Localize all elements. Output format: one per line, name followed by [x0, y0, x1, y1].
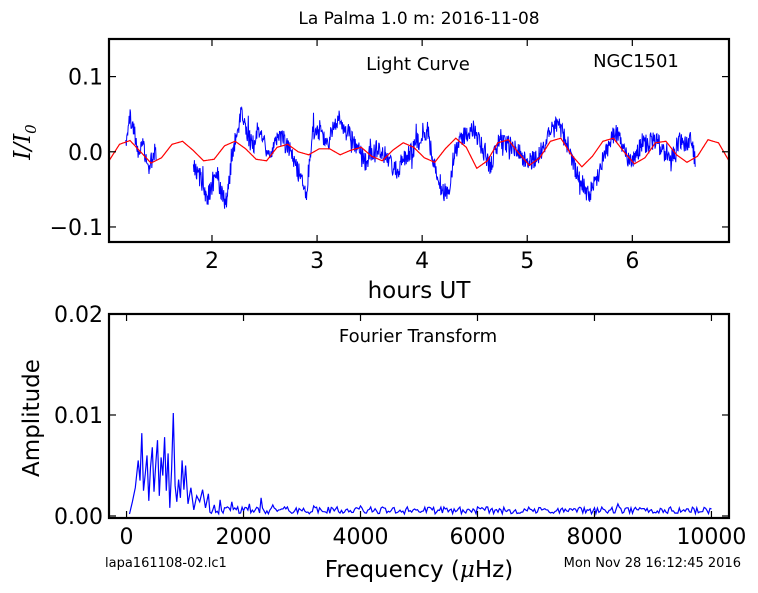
xlabel-post: Hz) — [475, 557, 513, 583]
light-curve-data — [109, 105, 729, 209]
light-curve-frame — [107, 37, 731, 244]
fourier-transform-ylabel: Amplitude — [19, 359, 45, 477]
ylabel-subscript: 0 — [22, 124, 40, 134]
light-curve-ytick-label: 0.1 — [68, 66, 103, 91]
fourier-transform-xtick-label: 2000 — [216, 525, 272, 550]
fourier-transform-xtick-label: 6000 — [449, 525, 505, 550]
fourier-transform-ytick-label: 0.00 — [54, 505, 103, 530]
light-curve-panel: 2 3 4 5 6 −0.1 0.0 0.1 Light Curve NGC1501 hour… — [10, 37, 731, 304]
light-curve-xtick-label: 4 — [415, 249, 429, 274]
light-curve-series — [125, 109, 157, 175]
xlabel-pre: Frequency ( — [325, 557, 460, 583]
fourier-transform-xtick-label: 0 — [120, 525, 134, 550]
model-fit-series — [109, 137, 729, 170]
fourier-transform-xtick-label: 10000 — [676, 525, 746, 550]
light-curve-xtick-label: 2 — [205, 249, 219, 274]
fourier-transform-panel: 0 2000 4000 6000 8000 10000 0.00 0.01 0.02 Fouri… — [19, 303, 746, 583]
light-curve-xlabel: hours UT — [368, 278, 472, 304]
ylabel-main: I/I — [10, 133, 36, 161]
fourier-transform-xtick-label: 4000 — [333, 525, 389, 550]
light-curve-ylabel: I/I0 — [10, 124, 40, 161]
light-curve-label: Light Curve — [366, 54, 470, 75]
fourier-transform-ticks: 0 2000 4000 6000 8000 10000 0.00 0.01 0.02 — [54, 303, 746, 550]
figure-title: La Palma 1.0 m: 2016-11-08 — [298, 9, 539, 29]
light-curve-ytick-label: 0.0 — [68, 141, 103, 166]
light-curve-series — [192, 105, 696, 209]
fourier-transform-label: Fourier Transform — [339, 326, 497, 347]
fourier-transform-frame — [107, 312, 731, 520]
object-name-label: NGC1501 — [593, 51, 679, 72]
xlabel-mu: μ — [460, 557, 475, 583]
light-curve-ytick-label: −0.1 — [50, 216, 103, 241]
light-curve-xtick-label: 6 — [625, 249, 639, 274]
light-curve-xtick-label: 3 — [310, 249, 324, 274]
fourier-transform-ytick-label: 0.01 — [54, 404, 103, 429]
fourier-transform-ytick-label: 0.02 — [54, 303, 103, 328]
fourier-transform-xtick-label: 8000 — [566, 525, 622, 550]
footer-timestamp: Mon Nov 28 16:12:45 2016 — [564, 556, 741, 571]
footer-filename: lapa161108-02.lc1 — [105, 556, 227, 571]
light-curve-xtick-label: 5 — [520, 249, 534, 274]
fourier-transform-series — [128, 412, 712, 516]
fourier-transform-data — [128, 412, 712, 516]
light-curve-ticks: 2 3 4 5 6 −0.1 0.0 0.1 — [50, 39, 729, 274]
fourier-transform-xlabel: Frequency (μHz) — [325, 557, 513, 583]
